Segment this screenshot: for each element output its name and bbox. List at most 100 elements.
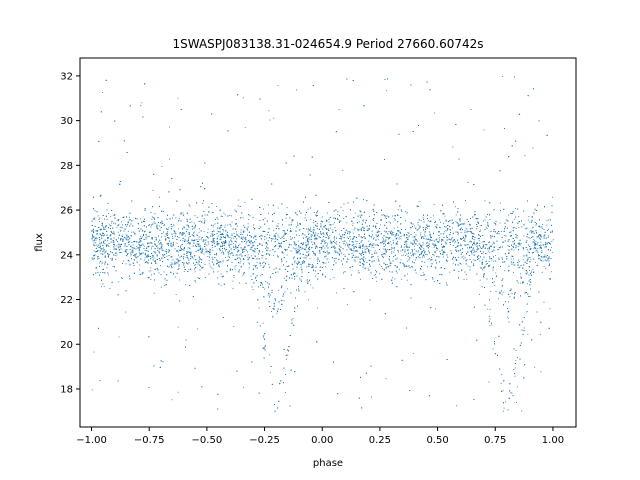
data-point [108, 254, 110, 255]
data-point [305, 254, 307, 256]
data-point [514, 375, 516, 377]
data-point [476, 246, 478, 247]
data-point [433, 281, 435, 282]
data-point [127, 230, 129, 232]
data-point [482, 269, 483, 271]
data-point [97, 245, 99, 247]
data-point [93, 240, 95, 242]
data-point [278, 289, 280, 291]
data-point [160, 242, 162, 244]
data-point [383, 243, 384, 245]
data-point [389, 261, 391, 263]
data-point [333, 237, 335, 239]
data-point [551, 246, 552, 248]
data-point [266, 237, 268, 239]
data-point [228, 236, 230, 238]
data-point [380, 233, 382, 235]
data-point [542, 224, 544, 226]
data-point [203, 218, 205, 220]
data-point [243, 232, 244, 233]
data-point [457, 233, 459, 235]
data-point [525, 228, 526, 230]
data-point [236, 251, 238, 253]
data-point [534, 243, 536, 245]
data-point [140, 218, 141, 220]
data-point [245, 243, 247, 245]
data-point [545, 267, 547, 269]
data-point [414, 259, 416, 261]
data-point [301, 272, 303, 274]
data-point [449, 271, 451, 273]
data-point [226, 249, 228, 250]
data-point [151, 218, 153, 220]
data-point [257, 267, 258, 269]
data-point [427, 266, 428, 268]
data-point [467, 244, 469, 246]
data-point [380, 224, 381, 226]
data-point [545, 256, 547, 258]
data-point [98, 218, 100, 220]
data-point [243, 386, 244, 388]
data-point [393, 227, 395, 229]
data-point [227, 224, 229, 226]
data-point [501, 76, 503, 77]
data-point [107, 245, 109, 247]
data-point [310, 234, 312, 236]
data-point [339, 233, 340, 235]
data-point [452, 258, 454, 260]
data-point [277, 207, 279, 209]
data-point [400, 233, 402, 234]
data-point [254, 248, 256, 249]
data-point [212, 246, 214, 248]
data-point [248, 267, 250, 269]
data-point [94, 217, 96, 219]
data-point [373, 220, 374, 221]
data-point [216, 252, 217, 254]
data-point [466, 259, 468, 261]
data-point [464, 245, 466, 246]
data-point [214, 223, 216, 225]
data-point [254, 248, 256, 250]
data-point [168, 243, 170, 245]
data-point [191, 221, 193, 223]
data-point [542, 256, 544, 258]
data-point [526, 249, 528, 250]
data-point [120, 230, 121, 232]
data-point [467, 247, 468, 249]
data-point [339, 251, 341, 252]
data-point [312, 287, 314, 289]
data-point [217, 218, 219, 220]
data-point [125, 263, 127, 265]
data-point [489, 325, 491, 327]
data-point [379, 263, 381, 265]
data-point [550, 271, 552, 273]
data-point [108, 213, 109, 214]
data-point [125, 311, 127, 313]
data-point [172, 217, 173, 219]
data-point [447, 239, 448, 241]
data-point [337, 214, 339, 215]
data-point [187, 247, 189, 249]
data-point [347, 230, 349, 232]
data-point [353, 259, 355, 261]
data-point [385, 231, 387, 233]
data-point [191, 239, 193, 241]
data-point [298, 229, 300, 231]
data-point [198, 231, 200, 233]
data-point [443, 231, 445, 233]
data-point [465, 227, 467, 229]
data-point [379, 273, 381, 275]
data-point [389, 271, 390, 273]
data-point [466, 230, 468, 232]
data-point [113, 244, 115, 245]
data-point [175, 294, 177, 295]
data-point [140, 254, 142, 255]
data-point [389, 259, 391, 261]
data-point [320, 224, 322, 226]
data-point [251, 249, 253, 251]
data-point [184, 240, 186, 242]
data-point [116, 219, 118, 221]
data-point [128, 241, 130, 243]
data-point [232, 288, 234, 290]
data-point [333, 242, 335, 243]
